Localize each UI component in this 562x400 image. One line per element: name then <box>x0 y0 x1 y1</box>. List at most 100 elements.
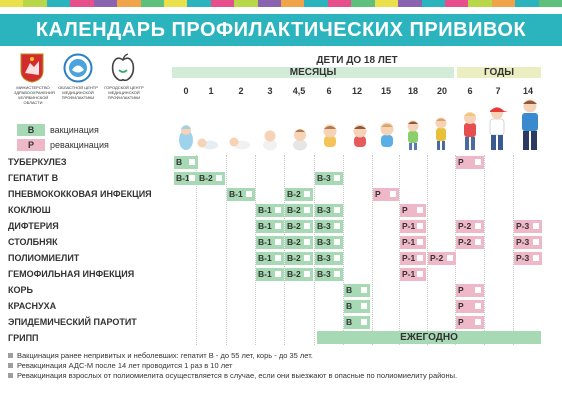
vaccine-cell-label: В-2 <box>287 205 301 215</box>
vaccine-cell-label: Р-3 <box>516 221 530 231</box>
stripe-segment <box>421 0 446 7</box>
age-label: 0 <box>183 86 189 96</box>
vaccine-cell-r: Р-3 <box>514 220 542 233</box>
row-label: ГЕПАТИТ В <box>8 173 59 183</box>
vaccine-cell-label: Р <box>402 205 408 215</box>
checkbox-square-icon <box>189 159 195 165</box>
vaccine-cell-v: В <box>174 156 198 169</box>
checkbox-square-icon <box>533 239 539 245</box>
vaccine-cell-label: В-1 <box>229 189 243 199</box>
column-divider <box>255 155 256 345</box>
checkbox-square-icon <box>246 191 252 197</box>
vaccine-cell-r: Р-2 <box>456 236 484 249</box>
checkbox-square-icon <box>475 303 481 309</box>
vaccine-cell-r: Р-3 <box>514 252 542 265</box>
vaccine-cell-v: В-1 <box>256 204 284 217</box>
vaccine-cell-label: В <box>176 157 183 167</box>
vaccine-cell-r: Р-3 <box>514 236 542 249</box>
checkbox-square-icon <box>304 239 310 245</box>
checkbox-square-icon <box>533 223 539 229</box>
checkbox-square-icon <box>275 223 281 229</box>
vaccine-cell-v: В <box>344 284 370 297</box>
row-label: КРАСНУХА <box>8 301 57 311</box>
checkbox-square-icon <box>417 207 423 213</box>
vaccine-cell-r: Р <box>456 300 484 313</box>
vaccine-cell-label: В-1 <box>258 253 272 263</box>
vaccine-cell-r: Р <box>456 316 484 329</box>
vaccine-cell-label: В-3 <box>317 269 331 279</box>
vaccine-cell-label: В-2 <box>199 173 213 183</box>
checkbox-square-icon <box>390 191 396 197</box>
checkbox-square-icon <box>275 239 281 245</box>
bullet-square-icon <box>8 353 13 358</box>
stripe-segment <box>140 0 165 7</box>
vaccine-cell-v: В-3 <box>315 236 343 249</box>
age-label: 1 <box>208 86 214 96</box>
checkbox-square-icon <box>304 191 310 197</box>
vaccine-cell-v: В-1 <box>256 268 284 281</box>
column-divider <box>343 155 344 345</box>
age-label: 2 <box>238 86 244 96</box>
column-divider <box>427 155 428 345</box>
checkbox-square-icon <box>334 255 340 261</box>
stripe-segment <box>46 0 71 7</box>
stripe-segment <box>491 0 516 7</box>
vaccine-cell-label: Р-2 <box>458 221 472 231</box>
vaccine-cell-label: Р <box>458 157 464 167</box>
row-label: ТУБЕРКУЛЕЗ <box>8 157 67 167</box>
vaccine-cell-label: В-1 <box>258 237 272 247</box>
checkbox-square-icon <box>417 239 423 245</box>
column-divider <box>284 155 285 345</box>
years-label: ГОДЫ <box>483 67 515 78</box>
vaccine-cell-label: Р-1 <box>402 269 416 279</box>
toddler-icon <box>323 124 337 147</box>
legend-swatch-r: Р <box>17 139 45 151</box>
column-divider <box>399 155 400 345</box>
column-divider <box>372 155 373 345</box>
vaccine-cell-v: В <box>344 316 370 329</box>
stripe-segment <box>468 0 493 7</box>
vaccine-cell-v: В-1 <box>256 236 284 249</box>
column-divider <box>484 155 485 345</box>
checkbox-square-icon <box>475 319 481 325</box>
stripe-segment <box>117 0 141 7</box>
checkbox-square-icon <box>334 207 340 213</box>
checkbox-square-icon <box>189 175 195 181</box>
vaccine-cell-r: Р-1 <box>400 268 426 281</box>
checkbox-square-icon <box>334 175 340 181</box>
lying-baby-icon <box>197 138 218 150</box>
vaccine-cell-label: В-1 <box>258 205 272 215</box>
children-under-18-header: ДЕТИ ДО 18 ЛЕТ <box>316 55 398 66</box>
footnote: Вакцинация ранее непривитых и неболевших… <box>17 351 313 360</box>
checkbox-square-icon <box>417 271 423 277</box>
stripe-segment <box>398 0 422 7</box>
vaccine-cell-label: В-3 <box>317 221 331 231</box>
flu-annual-badge: ЕЖЕГОДНО <box>317 331 541 344</box>
boy-with-cap-icon <box>489 107 508 150</box>
stripe-segment <box>444 0 469 7</box>
checkbox-square-icon <box>275 255 281 261</box>
vaccine-cell-label: Р <box>458 301 464 311</box>
stripe-segment <box>538 0 562 7</box>
checkbox-square-icon <box>275 207 281 213</box>
legend-swatch-v: В <box>17 124 45 136</box>
stripe-segment <box>374 0 399 7</box>
stripe-segment <box>0 0 24 7</box>
city-prevention-center-apple-icon <box>110 53 136 88</box>
vaccine-cell-label: В-2 <box>287 253 301 263</box>
age-label: 7 <box>495 86 501 96</box>
stripe-segment <box>210 0 235 7</box>
vaccine-cell-r: Р <box>456 284 484 297</box>
vaccine-cell-v: В-1 <box>256 252 284 265</box>
crawling-baby-icon <box>229 137 250 150</box>
age-label: 3 <box>267 86 273 96</box>
vaccine-cell-label: Р-1 <box>402 237 416 247</box>
vaccine-cell-label: Р <box>375 189 381 199</box>
stripe-segment <box>187 0 212 7</box>
checkbox-square-icon <box>304 255 310 261</box>
toddler-icon <box>353 124 367 147</box>
months-label: МЕСЯЦЫ <box>289 67 337 78</box>
vaccine-cell-v: В-3 <box>315 268 343 281</box>
row-label: СТОЛБНЯК <box>8 237 58 247</box>
checkbox-square-icon <box>304 271 310 277</box>
